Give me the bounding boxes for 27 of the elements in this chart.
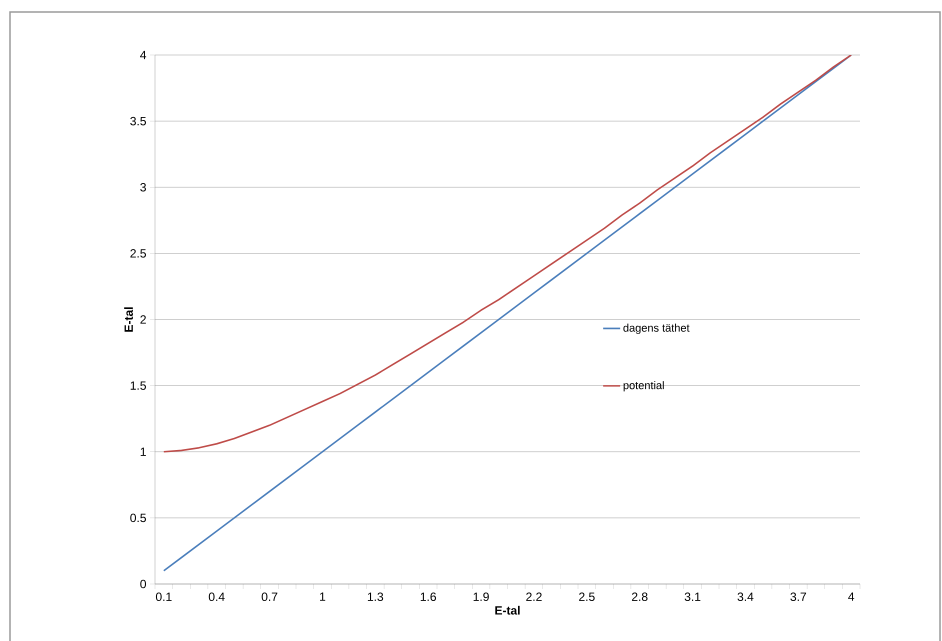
y-tick-label: 3 <box>140 183 146 192</box>
legend-label: potential <box>624 381 664 392</box>
y-tick-label: 3.5 <box>130 116 146 126</box>
x-tick-label: 2.5 <box>579 592 595 602</box>
x-tick-label: 0.7 <box>262 592 278 602</box>
y-tick-label: 1.5 <box>130 381 146 390</box>
x-axis-title: E-tal <box>495 606 520 615</box>
y-tick-label: 2.5 <box>130 249 146 258</box>
y-tick-label: 4 <box>140 50 146 60</box>
x-tick-label: 1.6 <box>420 592 436 602</box>
x-tick-label: 1.9 <box>474 592 489 602</box>
x-tick-label: 0.4 <box>208 592 225 602</box>
y-tick-label: 0 <box>140 580 146 588</box>
y-tick-label: 1 <box>140 448 146 456</box>
y-axis-title: E-tal <box>124 307 133 332</box>
x-tick-label: 1.3 <box>368 592 384 602</box>
y-tick-label: 0.5 <box>130 514 146 522</box>
x-tick-label: 2.2 <box>526 592 542 601</box>
x-tick-label: 3.4 <box>738 592 754 602</box>
y-tick-label: 2 <box>140 315 146 324</box>
legend-label: dagens täthet <box>623 324 690 334</box>
x-tick-label: 1 <box>320 592 326 601</box>
x-tick-label: 3.7 <box>790 592 806 602</box>
x-tick-label: 4 <box>848 592 854 601</box>
x-tick-label: 3.1 <box>684 592 700 602</box>
x-tick-label: 0.1 <box>156 592 172 602</box>
x-tick-label: 2.8 <box>632 592 648 602</box>
